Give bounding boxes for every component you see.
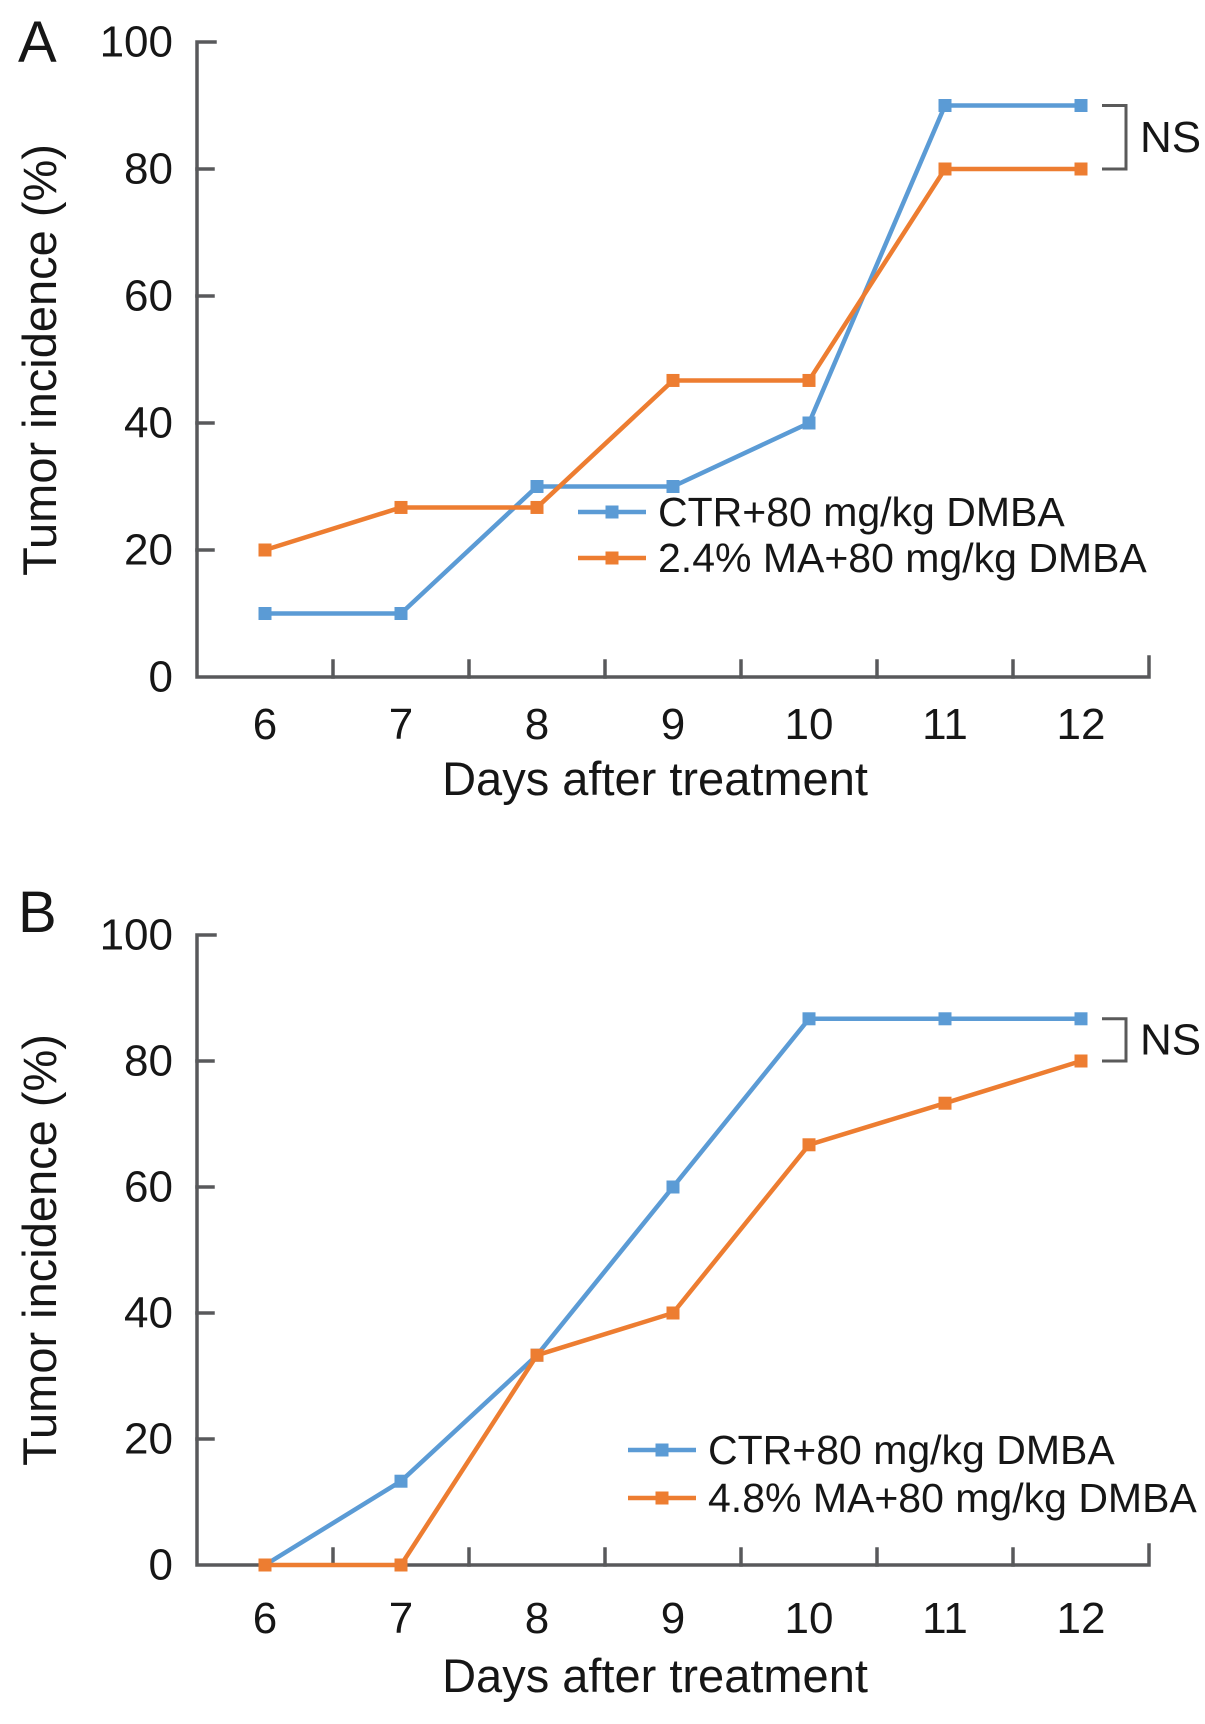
series-marker: [938, 162, 952, 176]
x-tick-label: 11: [922, 700, 968, 749]
series-marker: [258, 607, 272, 620]
x-tick-label: 10: [785, 700, 834, 749]
x-tick-label: 12: [1057, 700, 1106, 749]
x-tick-label: 9: [661, 1594, 685, 1643]
axis-spine: [195, 933, 1151, 1567]
series-marker: [802, 373, 816, 387]
series-marker: [394, 500, 408, 514]
ns-bracket: [1102, 1017, 1128, 1063]
series-marker: [802, 1138, 816, 1152]
x-tick-label: 6: [253, 1594, 277, 1643]
series-marker: [1074, 99, 1088, 112]
series-marker: [938, 1012, 952, 1026]
series-marker: [530, 1348, 544, 1362]
y-tick-label: 40: [124, 1289, 173, 1338]
series-marker: [666, 480, 680, 493]
legend-label: 2.4% MA+80 mg/kg DMBA: [658, 535, 1147, 581]
series-marker: [1074, 162, 1088, 176]
panel-a-ns-annotation: NS: [1102, 104, 1201, 171]
legend-marker-icon: [655, 1491, 669, 1505]
y-tick-label: 20: [124, 526, 173, 575]
x-tick-label: 12: [1057, 1594, 1106, 1643]
series-marker: [666, 1306, 680, 1320]
y-tick-label: 0: [149, 653, 173, 702]
series-marker: [258, 543, 272, 557]
panel-b-y-axis-title: Tumor incidence (%): [13, 1034, 66, 1466]
ns-bracket: [1102, 104, 1128, 171]
x-tick-label: 9: [661, 700, 685, 749]
series-marker: [666, 1180, 680, 1194]
series-marker: [1074, 1012, 1088, 1026]
panel-b: B Tumor incidence (%) Days after treatme…: [13, 880, 1201, 1702]
y-tick-label: 100: [100, 18, 173, 67]
y-tick-label: 100: [100, 911, 173, 960]
panel-b-x-axis-title: Days after treatment: [442, 1649, 868, 1702]
y-tick-label: 80: [124, 1037, 173, 1086]
panel-b-ns-annotation: NS: [1102, 1015, 1201, 1064]
legend-label: CTR+80 mg/kg DMBA: [658, 489, 1065, 535]
axis-spine: [195, 40, 1151, 679]
x-tick-label: 8: [525, 700, 549, 749]
series-marker: [938, 99, 952, 112]
panel-b-label: B: [18, 880, 57, 945]
panel-a-x-axis-title: Days after treatment: [442, 752, 868, 805]
y-tick-label: 0: [149, 1541, 173, 1590]
panel-b-axes: 0 20 40 60 80 100 6 7 8 9 10 11 12: [100, 911, 1151, 1643]
x-tick-label: 8: [525, 1594, 549, 1643]
series-marker: [394, 1558, 408, 1572]
panel-a-y-axis-title: Tumor incidence (%): [13, 144, 66, 576]
panel-b-plot: [258, 1012, 1088, 1572]
series-marker: [802, 416, 816, 430]
legend-label: CTR+80 mg/kg DMBA: [708, 1427, 1115, 1473]
legend-marker-icon: [655, 1443, 669, 1457]
y-tick-label: 60: [124, 272, 173, 321]
ns-label: NS: [1140, 113, 1201, 162]
series-marker: [1074, 1054, 1088, 1068]
x-tick-label: 6: [253, 700, 277, 749]
y-tick-label: 40: [124, 399, 173, 448]
ns-label: NS: [1140, 1015, 1201, 1064]
series-marker: [530, 500, 544, 514]
x-tick-label: 7: [389, 1594, 413, 1643]
y-tick-label: 60: [124, 1163, 173, 1212]
y-tick-label: 80: [124, 145, 173, 194]
y-tick-label: 20: [124, 1415, 173, 1464]
x-tick-label: 10: [785, 1594, 834, 1643]
series-marker: [530, 480, 544, 493]
series-marker: [938, 1096, 952, 1110]
series-marker: [802, 1012, 816, 1026]
series-marker: [666, 373, 680, 387]
series-marker: [258, 1558, 272, 1572]
series-marker: [394, 607, 408, 620]
panel-a-axes: 0 20 40 60 80 100 6 7 8 9 10 11 12: [100, 18, 1151, 749]
x-tick-label: 7: [389, 700, 413, 749]
panel-a-plot: [258, 99, 1088, 620]
legend-marker-icon: [605, 505, 619, 519]
legend-label: 4.8% MA+80 mg/kg DMBA: [708, 1475, 1197, 1521]
series-marker: [394, 1474, 408, 1488]
legend-marker-icon: [605, 551, 619, 565]
x-tick-label: 11: [922, 1594, 968, 1643]
panel-a: A Tumor incidence (%) Days after treatme…: [13, 10, 1201, 805]
panel-a-label: A: [18, 10, 57, 75]
